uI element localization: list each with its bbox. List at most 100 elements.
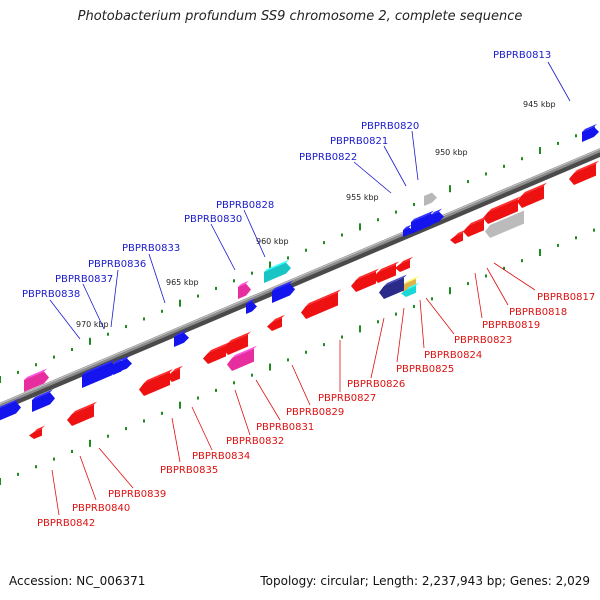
minor-tick bbox=[161, 309, 163, 313]
gene-pbprb0838a bbox=[24, 368, 49, 392]
minor-tick bbox=[197, 396, 199, 400]
major-tick bbox=[359, 325, 361, 333]
gene-label-pbprb0827: PBPRB0827 bbox=[318, 393, 376, 404]
scale-labels: 945 kbp 950 kbp 955 kbp 960 kbp 965 kbp … bbox=[76, 100, 556, 329]
gene-pbprb0828 bbox=[264, 259, 291, 283]
minor-tick bbox=[413, 202, 415, 206]
scale-label-950: 950 kbp bbox=[435, 148, 468, 157]
minor-tick bbox=[503, 266, 505, 270]
gene-label-pbprb0821: PBPRB0821 bbox=[330, 136, 388, 147]
gene-label-pbprb0826: PBPRB0826 bbox=[347, 379, 405, 390]
gene-pbprb0818 bbox=[517, 182, 547, 208]
minor-tick bbox=[215, 286, 217, 290]
minor-tick bbox=[323, 241, 325, 245]
leader-pbprb0832 bbox=[234, 389, 251, 436]
minor-tick bbox=[467, 180, 469, 184]
minor-tick bbox=[377, 218, 379, 222]
leader-pbprb0820 bbox=[411, 130, 419, 181]
gene-label-pbprb0833: PBPRB0833 bbox=[122, 243, 180, 254]
leader-pbprb0824 bbox=[419, 299, 425, 349]
gene-label-pbprb0830: PBPRB0830 bbox=[184, 214, 242, 225]
major-tick bbox=[269, 363, 271, 371]
scale-label-960: 960 kbp bbox=[256, 237, 289, 246]
gene-pbprb0813 bbox=[582, 123, 599, 142]
gene-pbprb0820 bbox=[424, 189, 437, 206]
leader-pbprb0826 bbox=[370, 317, 385, 379]
gene-label-pbprb0820: PBPRB0820 bbox=[361, 121, 419, 132]
gene-label-pbprb0834: PBPRB0834 bbox=[192, 451, 250, 462]
leader-pbprb0838 bbox=[49, 299, 81, 340]
minor-tick bbox=[413, 304, 415, 308]
leader-pbprb0839 bbox=[98, 447, 134, 489]
gene-label-pbprb0832: PBPRB0832 bbox=[226, 436, 284, 447]
leader-pbprb0829 bbox=[291, 364, 311, 406]
gene-pbprb0823 bbox=[463, 216, 487, 237]
minor-tick bbox=[143, 419, 145, 423]
leader-pbprb0817 bbox=[493, 262, 536, 291]
gene-pbprb0836 bbox=[82, 359, 117, 388]
gene-pbprb0834 bbox=[203, 342, 229, 364]
minor-tick bbox=[125, 325, 127, 329]
minor-tick bbox=[161, 411, 163, 415]
minor-tick bbox=[305, 248, 307, 252]
major-tick bbox=[449, 185, 451, 193]
gene-pbprb0838 bbox=[32, 389, 55, 412]
leader-pbprb0840 bbox=[79, 455, 97, 501]
minor-tick bbox=[125, 427, 127, 431]
major-tick bbox=[179, 401, 181, 409]
gene-label-pbprb0837: PBPRB0837 bbox=[55, 274, 113, 285]
minor-tick bbox=[521, 259, 523, 263]
minor-tick bbox=[521, 157, 523, 161]
minor-tick bbox=[107, 332, 109, 336]
major-tick bbox=[89, 439, 91, 447]
leader-pbprb0834 bbox=[191, 406, 213, 451]
scale-label-970: 970 kbp bbox=[76, 320, 109, 329]
leader-pbprb0835 bbox=[171, 417, 181, 463]
gene-pbprb0830 bbox=[238, 280, 251, 299]
gene-label-pbprb0824: PBPRB0824 bbox=[424, 350, 482, 361]
gene-pbprb0821 bbox=[411, 210, 436, 234]
minor-tick bbox=[233, 381, 235, 385]
minor-tick bbox=[485, 172, 487, 176]
minor-tick bbox=[341, 233, 343, 237]
major-tick bbox=[179, 299, 181, 307]
gene-pbprb0837b bbox=[121, 355, 132, 371]
leader-pbprb0837 bbox=[82, 283, 105, 330]
gene-label-pbprb0836: PBPRB0836 bbox=[88, 259, 146, 270]
minor-tick bbox=[53, 457, 55, 461]
leader-pbprb0842 bbox=[51, 469, 60, 516]
backbone bbox=[0, 148, 600, 407]
leader-pbprb0828 bbox=[243, 209, 266, 258]
gene-features bbox=[0, 123, 599, 439]
minor-tick bbox=[395, 312, 397, 316]
gene-label-pbprb0828: PBPRB0828 bbox=[216, 200, 274, 211]
minor-tick bbox=[251, 373, 253, 377]
minor-tick bbox=[287, 256, 289, 260]
gene-label-pbprb0831: PBPRB0831 bbox=[256, 422, 314, 433]
major-tick bbox=[359, 223, 361, 231]
gene-pbprb0827b bbox=[395, 256, 413, 272]
gene-label-pbprb0823: PBPRB0823 bbox=[454, 335, 512, 346]
gene-label-pbprb0838: PBPRB0838 bbox=[22, 289, 80, 300]
gene-label-pbprb0819: PBPRB0819 bbox=[482, 320, 540, 331]
minor-tick bbox=[197, 294, 199, 298]
gene-pbprb0828b bbox=[272, 280, 295, 303]
backbone-shadow bbox=[0, 149, 600, 412]
gene-label-pbprb0835: PBPRB0835 bbox=[160, 465, 218, 476]
major-tick bbox=[89, 337, 91, 345]
minor-tick bbox=[215, 388, 217, 392]
gene-label-pbprb0813: PBPRB0813 bbox=[493, 50, 551, 61]
minor-tick bbox=[71, 347, 73, 351]
accession-text: Accession: NC_006371 bbox=[9, 574, 146, 588]
minor-tick bbox=[287, 358, 289, 362]
gene-pbprb0829 bbox=[301, 289, 341, 319]
gene-label-pbprb0817: PBPRB0817 bbox=[537, 292, 595, 303]
gene-pbprb0830b bbox=[246, 298, 257, 314]
gene-pbprb0839 bbox=[67, 401, 97, 426]
leader-pbprb0833 bbox=[148, 253, 166, 304]
leader-pbprb0825 bbox=[396, 307, 405, 363]
major-tick bbox=[539, 147, 541, 155]
leader-pbprb0822 bbox=[353, 161, 392, 194]
minor-tick bbox=[485, 274, 487, 278]
